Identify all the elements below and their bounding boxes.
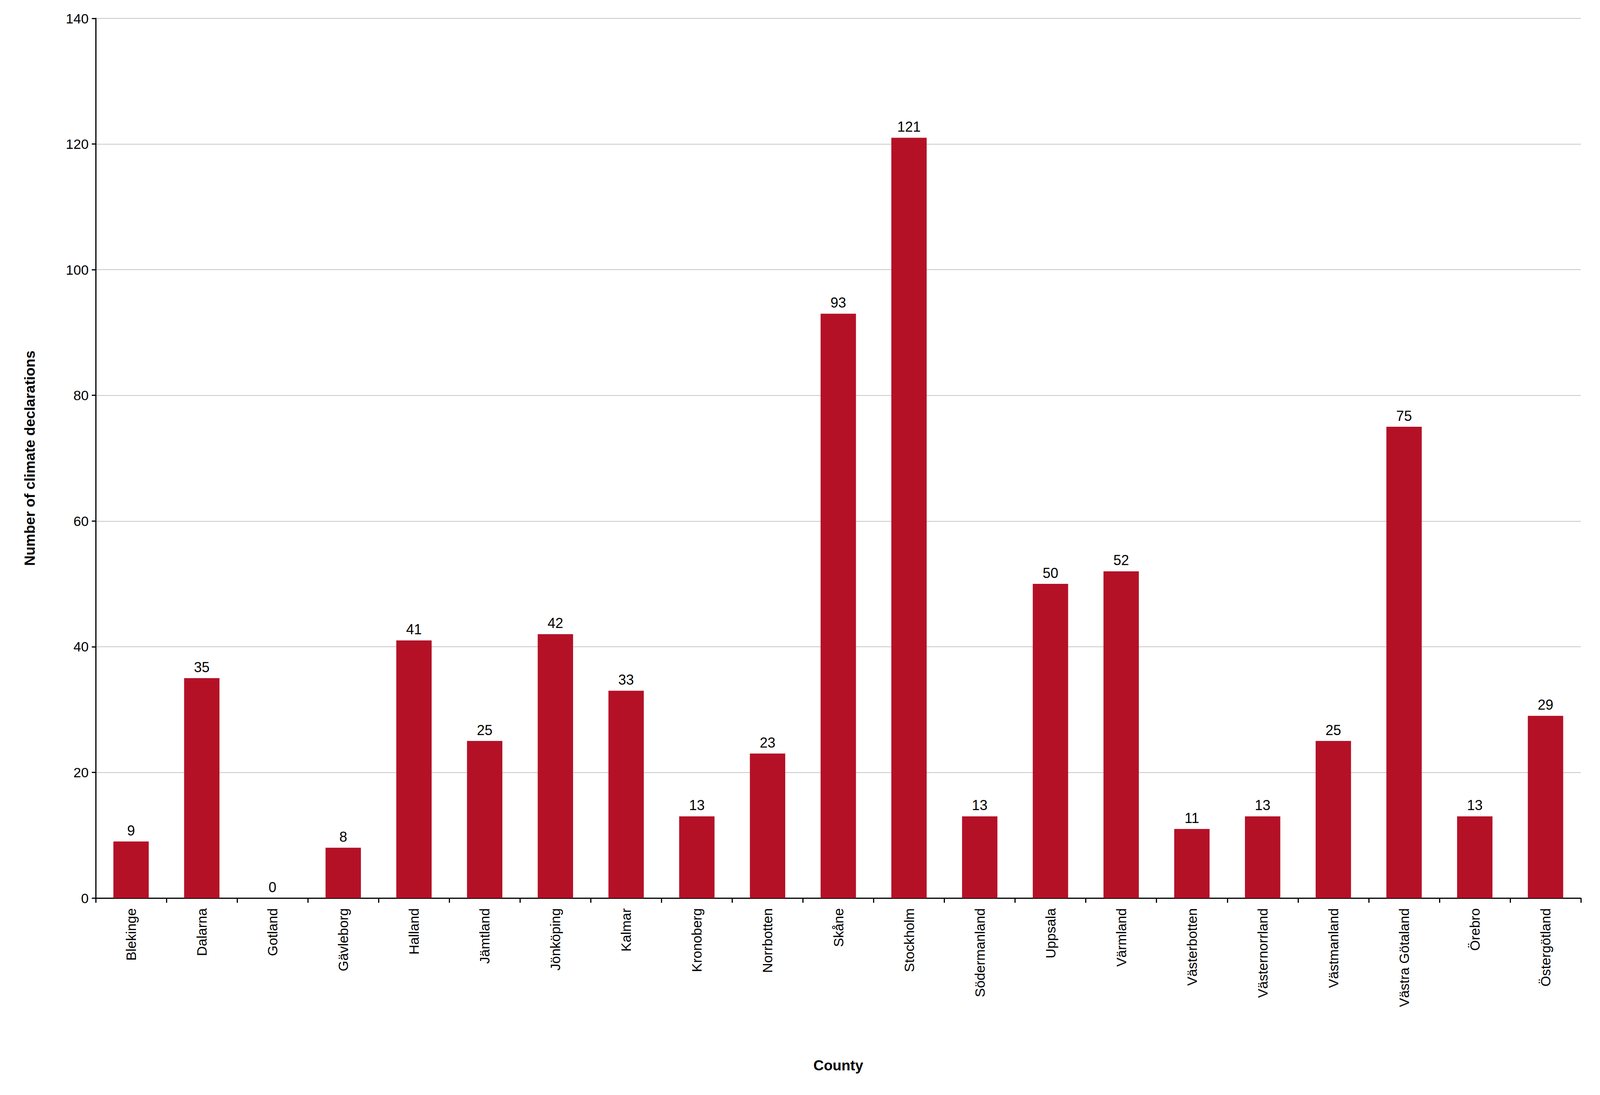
svg-text:41: 41 — [406, 621, 422, 638]
svg-text:25: 25 — [1325, 721, 1342, 738]
svg-text:Västra Götaland: Västra Götaland — [1396, 907, 1412, 1007]
svg-text:23: 23 — [759, 734, 776, 751]
svg-text:Gotland: Gotland — [264, 907, 281, 956]
svg-text:25: 25 — [476, 721, 493, 738]
svg-text:93: 93 — [830, 294, 847, 311]
svg-text:13: 13 — [689, 796, 705, 813]
svg-text:Kalmar: Kalmar — [618, 907, 634, 952]
svg-text:8: 8 — [339, 828, 348, 845]
svg-text:0: 0 — [81, 890, 89, 906]
svg-text:13: 13 — [1466, 796, 1483, 813]
svg-text:Västernorrland: Västernorrland — [1255, 907, 1271, 998]
svg-text:13: 13 — [971, 796, 988, 813]
svg-text:29: 29 — [1537, 696, 1554, 713]
svg-text:Västmanland: Västmanland — [1325, 907, 1342, 988]
svg-text:13: 13 — [1254, 796, 1271, 813]
svg-text:Uppsala: Uppsala — [1042, 907, 1059, 958]
svg-text:50: 50 — [1042, 564, 1059, 581]
svg-text:121: 121 — [897, 118, 921, 135]
svg-text:100: 100 — [66, 262, 89, 278]
svg-text:0: 0 — [268, 878, 277, 895]
svg-text:Örebro: Örebro — [1467, 907, 1483, 951]
svg-text:60: 60 — [73, 513, 89, 529]
svg-text:Gävleborg: Gävleborg — [335, 907, 351, 971]
svg-text:Halland: Halland — [406, 907, 422, 955]
svg-text:75: 75 — [1396, 407, 1412, 424]
svg-text:Östergötland: Östergötland — [1537, 907, 1554, 986]
svg-text:Jönköping: Jönköping — [547, 907, 563, 971]
svg-text:Jämtland: Jämtland — [476, 907, 493, 964]
svg-text:Norrbotten: Norrbotten — [759, 907, 775, 973]
svg-text:Södermanland: Södermanland — [972, 907, 988, 997]
svg-text:80: 80 — [73, 387, 89, 403]
svg-text:33: 33 — [618, 671, 634, 688]
svg-text:140: 140 — [66, 10, 89, 27]
svg-text:Blekinge: Blekinge — [123, 907, 139, 961]
svg-text:Värmland: Värmland — [1113, 907, 1129, 967]
svg-text:County: County — [813, 1057, 864, 1074]
svg-text:Västerbotten: Västerbotten — [1184, 907, 1200, 986]
svg-text:120: 120 — [66, 136, 89, 152]
svg-text:35: 35 — [194, 658, 210, 675]
svg-text:42: 42 — [547, 614, 564, 631]
svg-text:11: 11 — [1184, 809, 1200, 826]
svg-text:Skåne: Skåne — [830, 907, 847, 947]
svg-text:20: 20 — [73, 764, 89, 780]
svg-text:Stockholm: Stockholm — [901, 907, 917, 972]
svg-text:Kronoberg: Kronoberg — [689, 907, 705, 972]
svg-text:Dalarna: Dalarna — [194, 907, 210, 956]
svg-text:9: 9 — [127, 822, 136, 839]
svg-text:Number of climate declarations: Number of climate declarations — [21, 350, 38, 566]
svg-text:40: 40 — [73, 638, 89, 654]
svg-text:52: 52 — [1113, 551, 1129, 568]
